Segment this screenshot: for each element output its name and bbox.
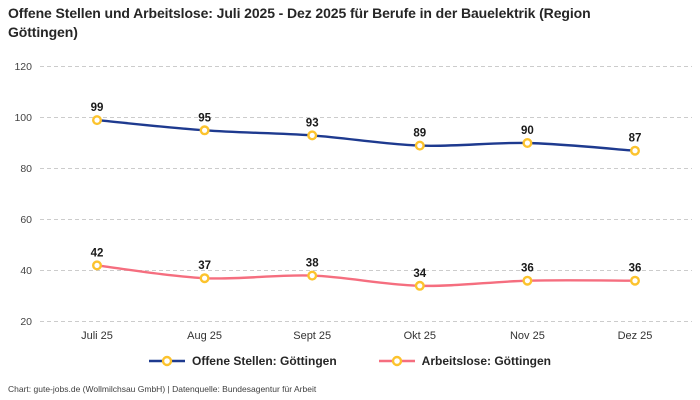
data-point-marker: [522, 275, 533, 286]
data-point-marker: [414, 280, 425, 291]
legend-swatch-icon: [378, 355, 415, 367]
data-point-label: 36: [629, 263, 642, 275]
data-point-marker: [199, 273, 210, 284]
legend-item: Arbeitslose: Göttingen: [378, 354, 551, 368]
page-title: Offene Stellen und Arbeitslose: Juli 202…: [8, 5, 591, 40]
legend-label: Arbeitslose: Göttingen: [421, 354, 551, 368]
data-point-label: 38: [306, 258, 319, 270]
x-axis-tick-label: Nov 25: [510, 330, 545, 342]
data-point-marker: [91, 115, 102, 126]
data-point-label: 95: [198, 112, 211, 124]
data-point-label: 36: [521, 263, 534, 275]
data-point-label: 87: [629, 133, 642, 145]
data-point-marker: [630, 275, 641, 286]
x-axis-tick-label: Aug 25: [187, 330, 222, 342]
data-point-label: 34: [413, 268, 426, 280]
y-axis-tick-label: 20: [20, 316, 32, 328]
data-point-label: 37: [198, 260, 211, 272]
legend-swatch-icon: [148, 355, 185, 367]
data-point-label: 89: [413, 128, 426, 140]
footer-credit: Chart: gute-jobs.de (Wollmilchsau GmbH) …: [8, 384, 317, 394]
y-axis-tick-label: 40: [20, 265, 32, 277]
y-axis-tick-label: 120: [14, 61, 32, 73]
y-axis-tick-label: 100: [14, 112, 32, 124]
data-point-marker: [522, 137, 533, 148]
data-point-marker: [414, 140, 425, 151]
data-point-marker: [630, 145, 641, 156]
x-axis-tick-label: Dez 25: [618, 330, 653, 342]
x-axis-tick-label: Juli 25: [81, 330, 113, 342]
chart-legend: Offene Stellen: Göttingen Arbeitslose: Gö…: [0, 354, 700, 368]
legend-label: Offene Stellen: Göttingen: [191, 354, 337, 368]
x-axis-tick-label: Okt 25: [404, 330, 436, 342]
data-point-marker: [307, 130, 318, 141]
data-point-label: 99: [91, 102, 104, 114]
x-axis-tick-label: Sept 25: [293, 330, 331, 342]
data-point-label: 90: [521, 125, 534, 137]
data-point-marker: [307, 270, 318, 281]
data-point-label: 93: [306, 117, 319, 129]
series-line: [95, 264, 637, 288]
y-axis-tick-label: 80: [20, 163, 32, 175]
data-point-label: 42: [91, 247, 104, 259]
series-line: [95, 118, 637, 152]
legend-item: Offene Stellen: Göttingen: [148, 354, 337, 368]
data-point-marker: [91, 260, 102, 271]
data-point-marker: [199, 125, 210, 136]
y-axis-tick-label: 60: [20, 214, 32, 226]
